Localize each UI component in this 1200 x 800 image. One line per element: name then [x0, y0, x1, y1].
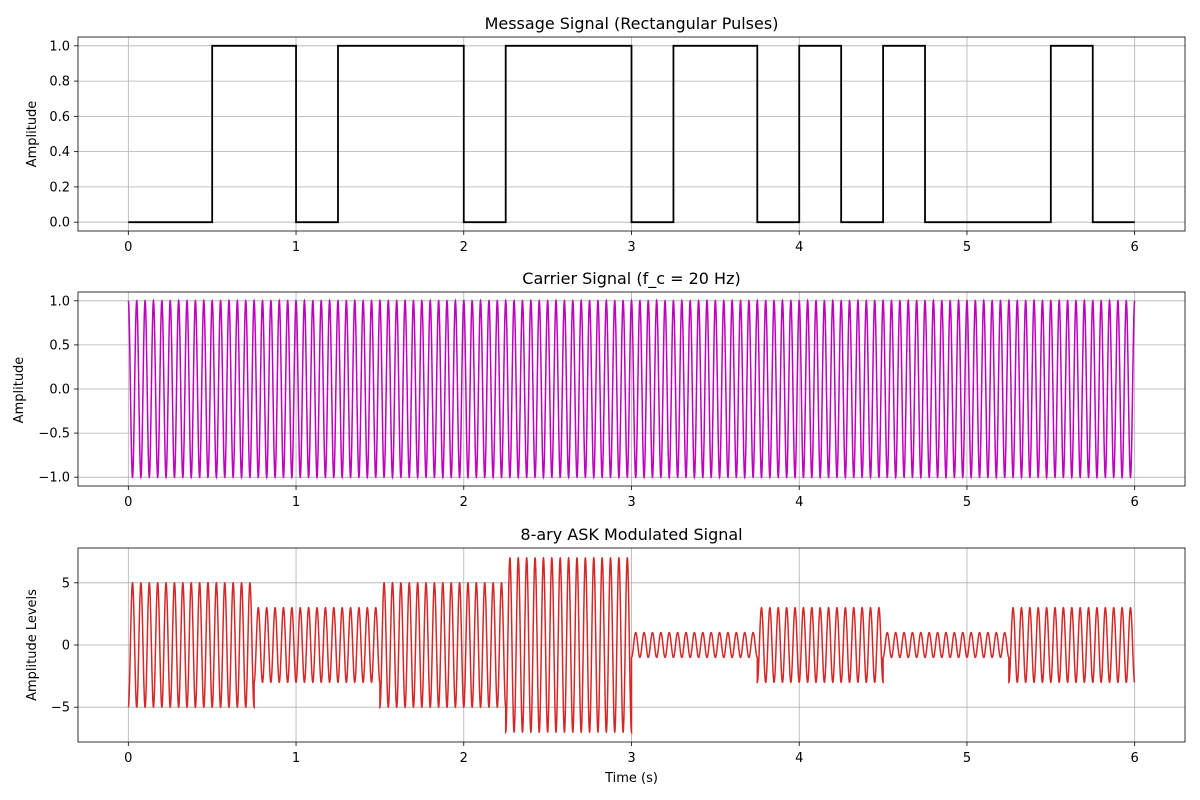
chart-title: Message Signal (Rectangular Pulses)	[485, 14, 779, 33]
chart-title: 8-ary ASK Modulated Signal	[520, 525, 742, 544]
x-tick-label: 2	[460, 240, 468, 255]
y-axis-label: Amplitude	[25, 101, 40, 168]
x-tick-label: 0	[124, 751, 132, 766]
x-tick-label: 0	[124, 240, 132, 255]
x-tick-label: 6	[1131, 240, 1139, 255]
x-tick-label: 3	[627, 495, 635, 510]
y-tick-label: 1.0	[49, 39, 70, 54]
x-tick-label: 4	[795, 240, 803, 255]
y-tick-label: 0	[62, 639, 70, 654]
panels: 0 1 2 3 4 5 6 0.0 0.2 0.4 0.6 0.8 1.0 Message Signal …	[12, 14, 1186, 786]
y-tick-label: 0.2	[49, 180, 70, 195]
x-tick-label: 1	[292, 240, 300, 255]
x-tick-label: 5	[963, 751, 971, 766]
x-tick-label: 3	[627, 240, 635, 255]
y-tick-label: 0.4	[49, 145, 70, 160]
x-tick-label: 5	[963, 240, 971, 255]
y-axis-label: Amplitude Levels	[25, 589, 40, 701]
y-tick-label: −0.5	[38, 427, 70, 442]
subplot-3: 0 1 2 3 4 5 6 −5 0 5 8-ary ASK Modulated Signal Amp…	[25, 525, 1186, 786]
x-tick-label: 6	[1131, 495, 1139, 510]
y-tick-label: 0.0	[49, 216, 70, 231]
ask-modulated-signal-line	[127, 556, 1136, 735]
y-tick-label: −1.0	[38, 471, 70, 486]
subplot-1: 0 1 2 3 4 5 6 0.0 0.2 0.4 0.6 0.8 1.0 Message Signal …	[25, 14, 1186, 255]
y-tick-label: 0.8	[49, 75, 70, 90]
x-tick-label: 2	[460, 495, 468, 510]
y-tick-label: −5	[51, 701, 70, 716]
carrier-signal-line	[127, 298, 1136, 480]
y-axis-label: Amplitude	[12, 357, 27, 424]
x-tick-label: 4	[795, 495, 803, 510]
x-tick-label: 5	[963, 495, 971, 510]
x-tick-label: 6	[1131, 751, 1139, 766]
x-tick-label: 1	[292, 495, 300, 510]
x-tick-label: 0	[124, 495, 132, 510]
x-axis-label: Time (s)	[604, 771, 658, 786]
y-tick-label: 0.0	[49, 383, 70, 398]
y-tick-label: 0.6	[49, 110, 70, 125]
x-tick-label: 3	[627, 751, 635, 766]
chart-title: Carrier Signal (f_c = 20 Hz)	[522, 269, 740, 289]
x-tick-label: 4	[795, 751, 803, 766]
y-tick-label: 1.0	[49, 294, 70, 309]
message-signal-line	[128, 44, 1135, 224]
y-tick-label: 5	[62, 576, 70, 591]
x-tick-label: 1	[292, 751, 300, 766]
y-tick-label: 0.5	[49, 338, 70, 353]
subplot-2: 0 1 2 3 4 5 6 −1.0 −0.5 0.0 0.5 1.0 Carrier Signal (…	[12, 269, 1186, 510]
x-tick-label: 2	[460, 751, 468, 766]
